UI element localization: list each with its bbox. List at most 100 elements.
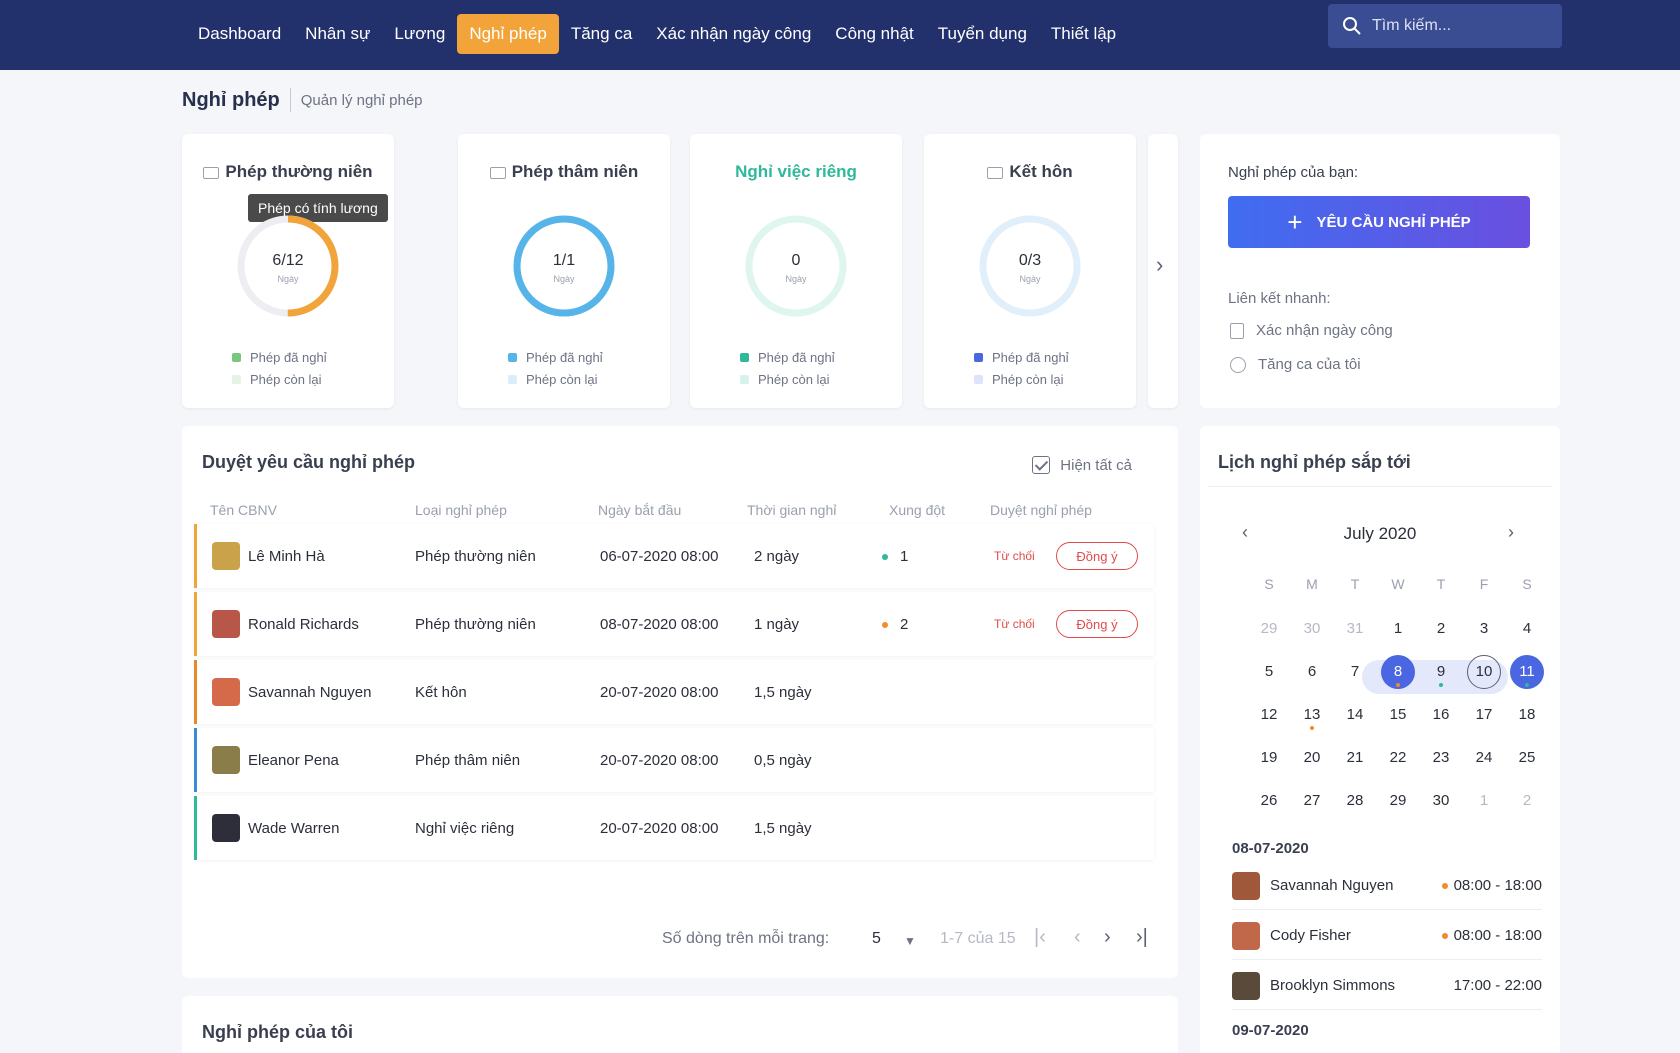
card-title: Kết hôn: [1009, 162, 1073, 181]
approve-button[interactable]: Đồng ý: [1056, 610, 1138, 638]
calendar-day[interactable]: 30: [1303, 620, 1321, 637]
calendar-day[interactable]: 26: [1260, 792, 1278, 809]
cell-employee: Lê Minh Hà: [248, 547, 325, 565]
event-item[interactable]: Brooklyn Simmons 17:00 - 22:00: [1232, 960, 1542, 1010]
calendar-day[interactable]: 16: [1432, 706, 1450, 723]
next-page-icon[interactable]: ›: [1104, 926, 1111, 948]
search-icon: [1343, 17, 1361, 35]
nav-daily-work[interactable]: Công nhật: [835, 24, 914, 43]
legend-swatch: [232, 374, 241, 384]
calendar-day[interactable]: 19: [1260, 749, 1278, 766]
event-date: 09-07-2020: [1232, 1022, 1309, 1039]
request-leave-button[interactable]: + YÊU CẦU NGHỈ PHÉP: [1228, 196, 1530, 248]
conflict-count: 1: [900, 547, 909, 565]
calendar-day[interactable]: 2: [1436, 620, 1446, 637]
nav-dashboard[interactable]: Dashboard: [198, 24, 282, 43]
event-marker-dot: [1310, 726, 1314, 730]
search-input[interactable]: [1372, 17, 1552, 35]
calendar-day[interactable]: 25: [1518, 749, 1536, 766]
nav-salary[interactable]: Lương: [394, 24, 446, 43]
calendar-day[interactable]: 31: [1346, 620, 1364, 637]
calendar-day[interactable]: 23: [1432, 749, 1450, 766]
calendar-day[interactable]: 27: [1303, 792, 1321, 809]
clipboard-icon: [1230, 322, 1244, 339]
calendar-day[interactable]: 3: [1479, 620, 1489, 637]
calendar-day[interactable]: 15: [1389, 706, 1407, 723]
event-person: Savannah Nguyen: [1270, 877, 1394, 894]
card-personal-leave: Nghỉ việc riêng 0 Ngày Phép đã nghỉ Phép…: [690, 134, 902, 408]
quick-link-attendance[interactable]: Xác nhận ngày công: [1230, 322, 1393, 339]
calendar-day[interactable]: 1: [1479, 792, 1489, 809]
legend-swatch: [974, 352, 983, 362]
prev-month-icon[interactable]: ‹: [1242, 522, 1248, 542]
calendar-day[interactable]: 17: [1475, 706, 1493, 723]
cell-employee: Wade Warren: [248, 819, 340, 837]
table-row[interactable]: Wade Warren Nghỉ việc riêng 20-07-2020 08:…: [194, 796, 1154, 860]
table-row[interactable]: Ronald Richards Phép thường niên 08-07-202…: [194, 592, 1154, 656]
calendar-day[interactable]: 24: [1475, 749, 1493, 766]
nav-attendance[interactable]: Xác nhận ngày công: [656, 24, 812, 43]
approve-button[interactable]: Đồng ý: [1056, 542, 1138, 570]
cell-start-date: 06-07-2020 08:00: [600, 547, 719, 565]
row-status-bar: [194, 728, 197, 792]
event-date: 08-07-2020: [1232, 840, 1309, 857]
nav-leave[interactable]: Nghỉ phép: [457, 14, 559, 54]
calendar-day[interactable]: 11: [1510, 655, 1544, 689]
show-all-checkbox[interactable]: Hiện tất cả: [1032, 456, 1132, 474]
legend-remaining: Phép còn lại: [526, 371, 598, 387]
calendar-day[interactable]: 28: [1346, 792, 1364, 809]
calendar-day[interactable]: 10: [1467, 655, 1501, 689]
cell-employee: Savannah Nguyen: [248, 683, 372, 701]
calendar-day[interactable]: 29: [1389, 792, 1407, 809]
ring-value: 0/3: [1018, 252, 1042, 269]
ring-value: 0: [791, 252, 801, 269]
calendar-day[interactable]: 4: [1522, 620, 1532, 637]
rows-per-page-select[interactable]: 5: [872, 930, 881, 947]
event-item[interactable]: Savannah Nguyen 08:00 - 18:00: [1232, 860, 1542, 910]
prev-page-icon[interactable]: ‹: [1074, 926, 1081, 948]
cards-next-arrow-icon[interactable]: ›: [1156, 252, 1164, 277]
ring-unit: Ngày: [1019, 274, 1041, 284]
calendar-day[interactable]: 12: [1260, 706, 1278, 723]
table-row[interactable]: Savannah Nguyen Kết hôn 20-07-2020 08:00 1,…: [194, 660, 1154, 724]
card-title: Phép thường niên: [225, 162, 373, 181]
my-leave-panel: Nghỉ phép của tôi: [182, 996, 1178, 1053]
calendar-day[interactable]: 21: [1346, 749, 1364, 766]
divider: [1208, 486, 1552, 487]
calendar-day[interactable]: 30: [1432, 792, 1450, 809]
calendar-day[interactable]: 7: [1350, 663, 1360, 680]
nav-personnel[interactable]: Nhân sự: [305, 24, 371, 43]
next-month-icon[interactable]: ›: [1508, 522, 1514, 542]
cell-duration: 1,5 ngày: [754, 819, 812, 837]
calendar-day[interactable]: 14: [1346, 706, 1364, 723]
chevron-down-icon[interactable]: ▼: [904, 934, 916, 948]
table-row[interactable]: Lê Minh Hà Phép thường niên 06-07-2020 08:…: [194, 524, 1154, 588]
calendar-day[interactable]: 18: [1518, 706, 1536, 723]
nav-settings[interactable]: Thiết lập: [1050, 24, 1117, 43]
quick-links-label: Liên kết nhanh:: [1228, 290, 1331, 307]
nav-overtime[interactable]: Tăng ca: [570, 24, 633, 43]
first-page-icon[interactable]: |‹: [1034, 926, 1046, 948]
calendar-day[interactable]: 29: [1260, 620, 1278, 637]
calendar-day[interactable]: 9: [1436, 663, 1446, 680]
quick-link-overtime[interactable]: Tăng ca của tôi: [1230, 356, 1361, 373]
event-item[interactable]: Cody Fisher 08:00 - 18:00: [1232, 910, 1542, 960]
progress-ring: [745, 215, 847, 317]
nav-recruitment[interactable]: Tuyển dụng: [937, 24, 1027, 43]
event-time: 08:00 - 18:00: [1441, 877, 1542, 894]
table-row[interactable]: Eleanor Pena Phép thâm niên 20-07-2020 08:…: [194, 728, 1154, 792]
leave-type-cards: ‹ Phép thường niên Phép có tính lương 6/…: [182, 134, 1178, 408]
card-legend: Phép đã nghỉ Phép còn lại: [740, 346, 835, 390]
calendar-day[interactable]: 1: [1393, 620, 1403, 637]
calendar-day[interactable]: 5: [1264, 663, 1274, 680]
calendar-day[interactable]: 13: [1303, 706, 1321, 723]
calendar-day[interactable]: 6: [1307, 663, 1317, 680]
header-start-date: Ngày bắt đầu: [598, 502, 682, 518]
last-page-icon[interactable]: ›|: [1136, 926, 1148, 948]
calendar-day[interactable]: 20: [1303, 749, 1321, 766]
reject-button[interactable]: Từ chối: [994, 549, 1035, 563]
reject-button[interactable]: Từ chối: [994, 617, 1035, 631]
legend-remaining: Phép còn lại: [758, 371, 830, 387]
calendar-day[interactable]: 22: [1389, 749, 1407, 766]
calendar-day[interactable]: 2: [1522, 792, 1532, 809]
